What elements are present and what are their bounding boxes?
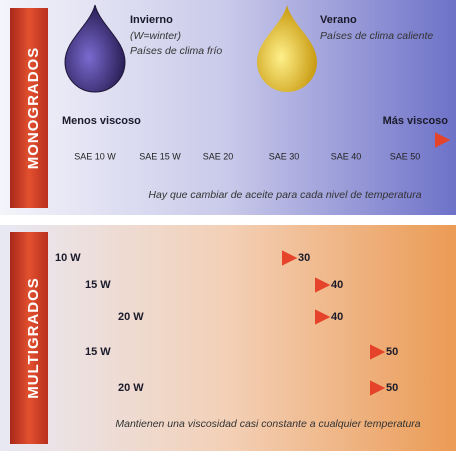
label: Más viscoso (383, 115, 449, 127)
from-label: 15 W (85, 346, 111, 358)
subtitle: Países de clima frío (130, 45, 222, 57)
grade-label: SAE 40 (331, 151, 362, 161)
grade-label: SAE 30 (269, 151, 300, 161)
to-label: 40 (331, 311, 343, 323)
label: Menos viscoso (62, 115, 141, 127)
label: Verano (320, 14, 357, 26)
caption: Hay que cambiar de aceite para cada nive… (148, 189, 421, 201)
to-label: 40 (331, 279, 343, 291)
from-label: 15 W (85, 279, 111, 291)
from-label: 10 W (55, 252, 81, 264)
subtitle: Países de clima caliente (320, 30, 433, 42)
from-label: 20 W (118, 311, 144, 323)
drop (64, 4, 126, 93)
to-label: 50 (386, 382, 398, 394)
tab-label: MULTIGRADOS (25, 277, 42, 399)
from-label: 20 W (118, 382, 144, 394)
caption: Mantienen una viscosidad casi constante … (115, 418, 420, 430)
grade-label: SAE 15 W (139, 151, 181, 161)
bottom-panel (0, 225, 456, 451)
label: Invierno (130, 14, 173, 26)
tab (10, 232, 48, 444)
grade-label: SAE 50 (390, 151, 421, 161)
tab-label: MONOGRADOS (25, 47, 42, 170)
tab (10, 8, 48, 208)
drop (257, 5, 317, 92)
grade-label: SAE 10 W (74, 151, 116, 161)
to-label: 50 (386, 346, 398, 358)
note: (W=winter) (130, 30, 181, 42)
to-label: 30 (298, 252, 310, 264)
grade-label: SAE 20 (203, 151, 234, 161)
